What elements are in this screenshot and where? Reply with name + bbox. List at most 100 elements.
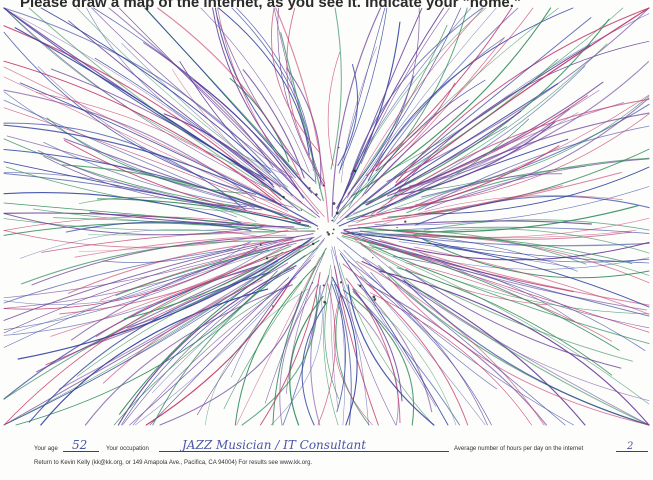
pen-stroke — [360, 244, 633, 362]
pen-stroke — [381, 185, 563, 220]
pen-stroke — [89, 211, 295, 228]
pen-stroke — [132, 276, 297, 426]
pen-stroke — [78, 196, 257, 222]
ink-dot — [323, 300, 327, 304]
pen-stroke — [413, 236, 650, 263]
pen-stroke — [163, 113, 275, 188]
pen-stroke — [336, 21, 401, 209]
pen-stroke — [234, 265, 316, 426]
pen-stroke — [359, 241, 650, 401]
pen-stroke — [117, 265, 297, 426]
pen-stroke — [212, 7, 322, 201]
pen-stroke — [405, 268, 622, 369]
ink-dot — [332, 228, 335, 231]
pen-stroke — [336, 237, 566, 426]
pen-stroke — [361, 260, 586, 426]
pen-stroke — [395, 7, 650, 183]
pen-stroke — [331, 246, 369, 426]
pen-stroke — [362, 238, 650, 317]
pen-stroke — [3, 243, 297, 348]
pen-stroke — [346, 43, 608, 218]
pen-stroke — [277, 7, 325, 187]
pen-stroke — [3, 246, 272, 336]
pen-stroke — [405, 262, 613, 342]
pen-stroke — [383, 195, 623, 225]
occupation-line — [159, 451, 449, 452]
ink-dot — [311, 242, 315, 246]
ink-dot — [259, 243, 262, 246]
pen-stroke — [3, 249, 257, 330]
ink-dot — [339, 281, 343, 284]
pen-stroke — [3, 229, 289, 248]
pen-stroke — [286, 67, 322, 190]
pen-stroke — [384, 229, 637, 238]
pen-stroke — [115, 249, 270, 296]
pen-stroke — [337, 7, 423, 211]
ink-dot — [353, 169, 357, 173]
pen-stroke — [28, 7, 317, 219]
pen-stroke — [43, 141, 265, 209]
pen-stroke — [129, 276, 290, 426]
pen-stroke — [196, 238, 325, 416]
ink-dot — [322, 284, 325, 287]
pen-stroke — [3, 89, 257, 201]
pen-stroke — [415, 195, 650, 226]
pen-stroke — [337, 63, 359, 167]
pen-stroke — [3, 233, 314, 321]
pen-stroke — [359, 230, 650, 247]
hours-line — [616, 451, 648, 452]
pen-stroke — [77, 265, 274, 377]
ink-dot — [372, 256, 374, 259]
pen-stroke — [339, 7, 388, 171]
ink-dot — [404, 220, 407, 223]
pen-stroke — [343, 249, 574, 426]
pen-stroke — [367, 7, 574, 181]
survey-prompt: Please draw a map of the internet, as yo… — [20, 0, 522, 11]
pen-stroke — [3, 262, 288, 426]
pen-stroke — [378, 235, 633, 265]
pen-stroke — [413, 228, 650, 254]
pen-stroke — [310, 275, 330, 426]
pen-stroke — [19, 82, 282, 205]
pen-stroke — [332, 7, 420, 219]
pen-stroke — [70, 236, 315, 341]
ink-dot — [373, 298, 377, 301]
pen-stroke — [370, 98, 650, 215]
pen-stroke — [3, 218, 258, 231]
pen-stroke — [330, 269, 339, 408]
pen-stroke — [324, 279, 339, 400]
pen-stroke — [375, 7, 519, 172]
pen-stroke — [102, 279, 264, 384]
pen-stroke — [338, 249, 486, 426]
pen-stroke — [419, 251, 650, 329]
pen-stroke — [378, 238, 650, 306]
pen-stroke — [343, 229, 650, 261]
hours-value: 2 — [627, 441, 634, 452]
pen-stroke — [333, 7, 497, 223]
pen-stroke — [84, 284, 293, 426]
pen-stroke — [3, 91, 263, 208]
pen-stroke — [301, 302, 327, 426]
pen-stroke — [113, 289, 281, 426]
pen-stroke — [3, 248, 234, 304]
pen-stroke — [32, 208, 310, 229]
pen-stroke — [340, 46, 377, 183]
pen-stroke — [40, 288, 269, 426]
pen-stroke — [348, 37, 505, 208]
pen-stroke — [350, 24, 448, 190]
pen-stroke — [347, 284, 435, 426]
pen-stroke — [418, 125, 650, 211]
pen-stroke — [3, 212, 257, 227]
occupation-label: Your occupation — [106, 446, 149, 452]
pen-stroke — [356, 260, 545, 426]
pen-stroke — [396, 267, 613, 376]
pen-stroke — [3, 7, 270, 182]
pen-stroke — [331, 283, 346, 413]
ink-dot — [337, 146, 340, 149]
pen-stroke — [40, 7, 271, 173]
pen-stroke — [3, 60, 281, 206]
occupation-value: JAZZ Musician / IT Consultant — [182, 438, 367, 452]
pen-stroke — [65, 221, 252, 233]
pen-stroke — [388, 266, 650, 426]
